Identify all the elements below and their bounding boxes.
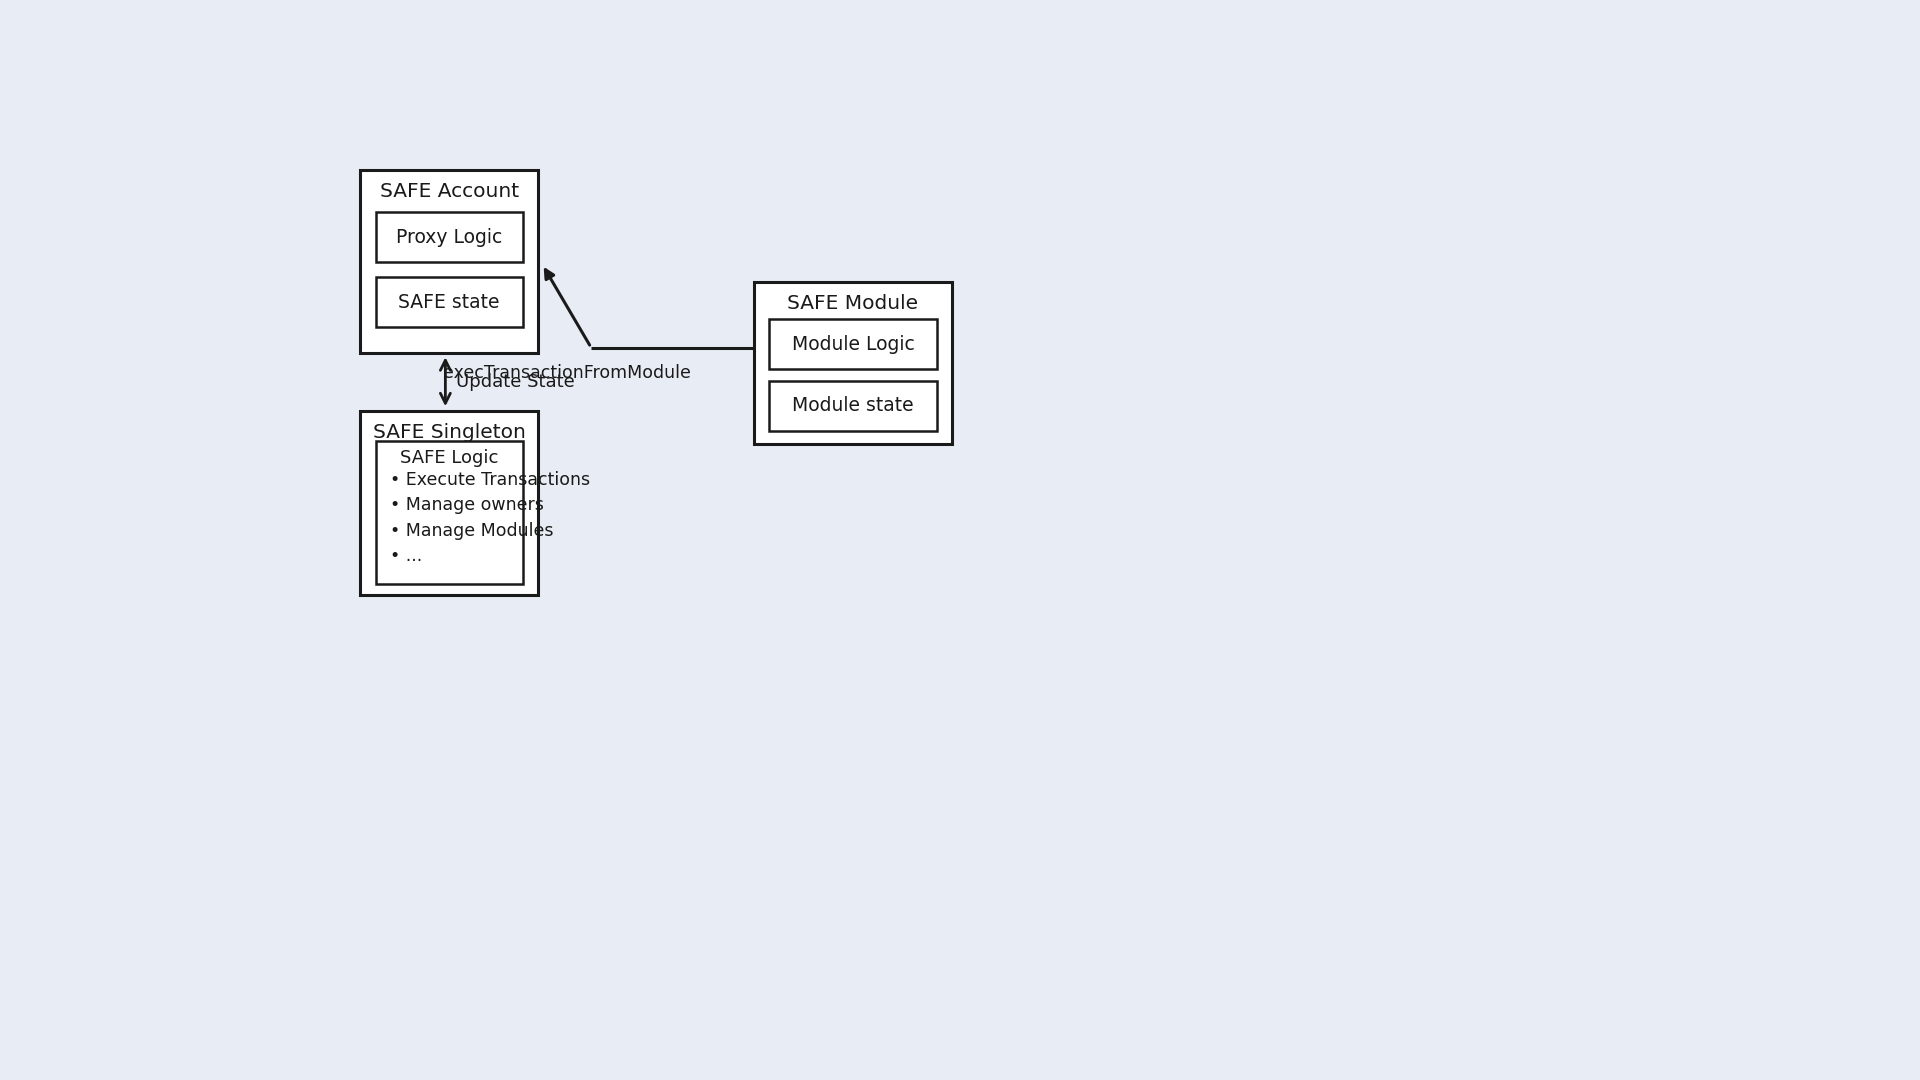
- Bar: [376, 278, 522, 327]
- Text: SAFE state: SAFE state: [399, 293, 499, 312]
- Text: Proxy Logic: Proxy Logic: [396, 228, 503, 246]
- Bar: [361, 410, 538, 595]
- Bar: [770, 380, 937, 431]
- Text: • Manage Modules: • Manage Modules: [390, 522, 553, 540]
- Text: SAFE Logic: SAFE Logic: [399, 449, 499, 468]
- Text: Module state: Module state: [793, 396, 914, 415]
- Bar: [376, 442, 522, 584]
- Text: Update State: Update State: [457, 373, 574, 391]
- Text: • ...: • ...: [390, 548, 422, 565]
- Text: SAFE Account: SAFE Account: [380, 181, 518, 201]
- Bar: [361, 170, 538, 353]
- Text: Module Logic: Module Logic: [791, 335, 914, 353]
- Text: SAFE Module: SAFE Module: [787, 294, 918, 313]
- Text: execTransactionFromModule: execTransactionFromModule: [444, 364, 691, 382]
- Bar: [376, 212, 522, 262]
- Text: • Execute Transactions: • Execute Transactions: [390, 471, 589, 489]
- Bar: [755, 282, 952, 444]
- Text: SAFE Singleton: SAFE Singleton: [372, 422, 526, 442]
- Bar: [770, 319, 937, 369]
- Text: • Manage owners: • Manage owners: [390, 497, 543, 514]
